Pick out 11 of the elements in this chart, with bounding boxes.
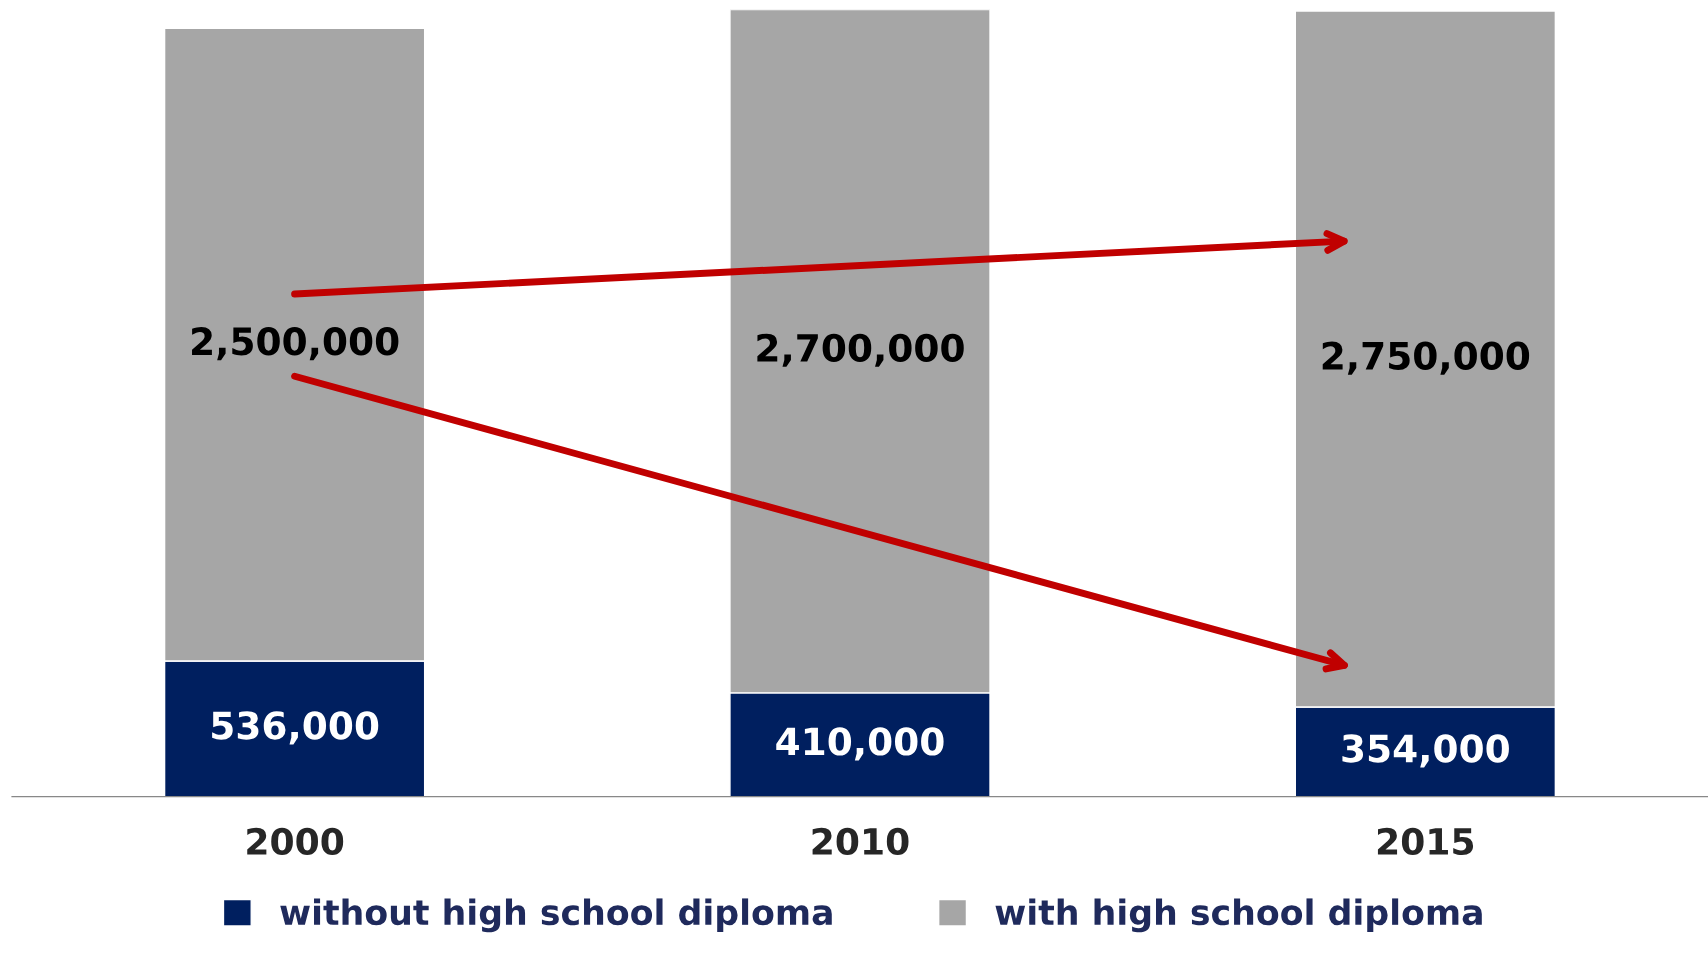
x-tick-label: 2000 <box>247 827 344 856</box>
legend-label: with high school diploma <box>995 898 1482 933</box>
data-label: 536,000 <box>212 711 379 745</box>
data-label: 2,700,000 <box>757 333 964 367</box>
data-label: 2,500,000 <box>192 327 399 361</box>
data-label: 2,750,000 <box>1322 341 1530 375</box>
legend-label: without high school diploma <box>280 898 832 933</box>
x-tick-label: 2010 <box>812 827 909 856</box>
data-label: 410,000 <box>776 727 944 761</box>
data-label: 354,000 <box>1342 734 1509 768</box>
x-tick-label: 2015 <box>1377 827 1474 856</box>
